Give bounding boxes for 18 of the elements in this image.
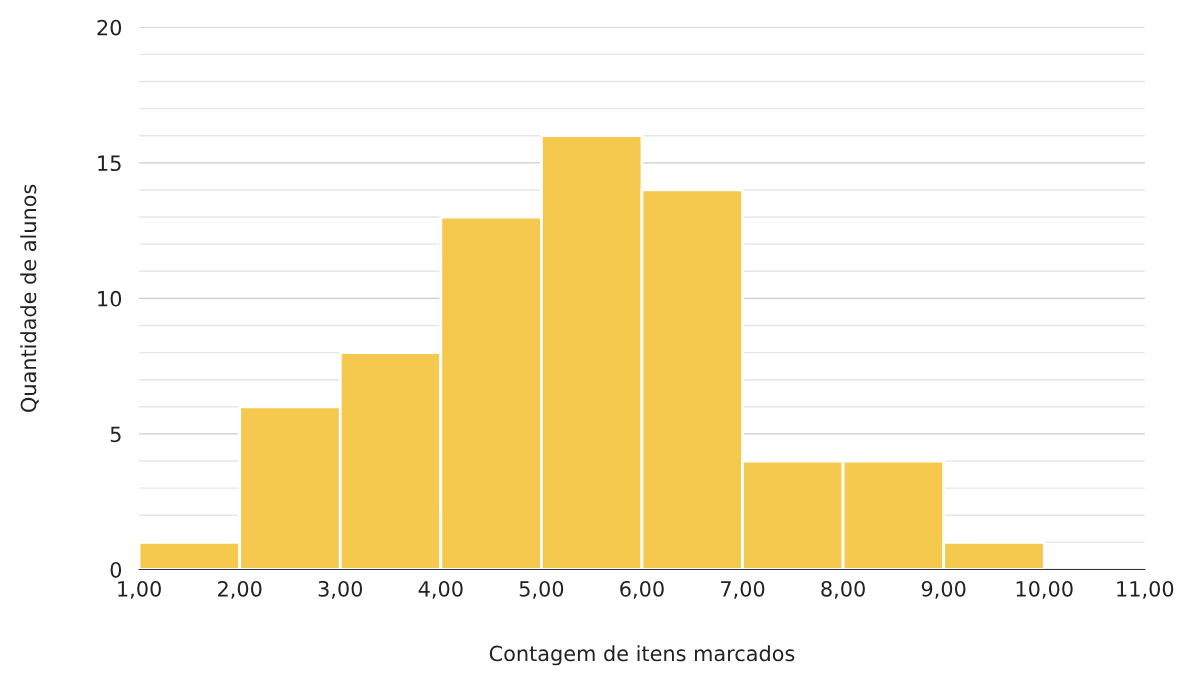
x-tick-label: 9,00 [921,580,966,599]
x-tick-label: 10,00 [1016,580,1073,599]
x-tick-label: 11,00 [1117,580,1174,599]
y-axis-title: Quantidade de alunos [20,184,39,412]
y-tick-label: 15 [98,155,121,172]
y-tick-label: 5 [110,426,121,443]
x-tick-label: 7,00 [721,580,765,599]
x-tick-label: 8,00 [821,580,865,599]
y-tick-label: 0 [110,561,122,578]
x-tick-label: 2,00 [218,580,262,599]
x-tick-label: 5,00 [519,580,564,599]
x-axis-title: Contagem de itens marcados [489,645,795,666]
y-tick-label: 10 [98,290,122,307]
x-tick-label: 4,00 [418,580,463,599]
x-tick-label: 1,00 [118,580,161,599]
x-tick-label: 3,00 [318,580,363,599]
y-tick-label: 20 [97,19,122,36]
x-tick-label: 6,00 [620,580,664,599]
